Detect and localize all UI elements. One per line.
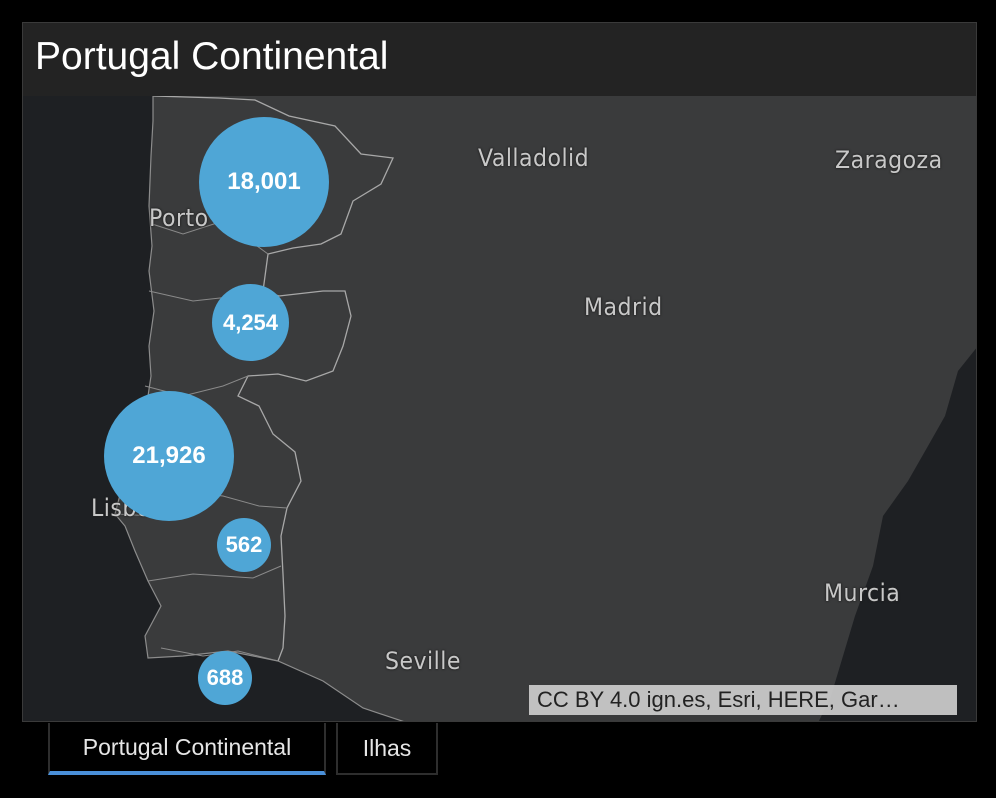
city-label-porto: Porto — [149, 204, 209, 232]
tab-label: Portugal Continental — [82, 733, 292, 760]
city-label-seville: Seville — [385, 647, 461, 675]
city-label-madrid: Madrid — [584, 293, 663, 321]
district-lines — [114, 220, 288, 662]
tab-ilhas[interactable]: Ilhas — [336, 723, 438, 775]
cluster-marker[interactable]: 4,254 — [212, 284, 289, 361]
cluster-marker[interactable]: 688 — [198, 651, 252, 705]
city-label-valladolid: Valladolid — [478, 144, 590, 172]
cluster-marker[interactable]: 562 — [217, 518, 271, 572]
tab-label: Ilhas — [362, 734, 412, 761]
city-label-murcia: Murcia — [824, 579, 901, 607]
portugal-border — [152, 96, 394, 662]
map-attribution[interactable]: CC BY 4.0 ign.es, Esri, HERE, Gar… — [529, 685, 957, 715]
city-label-zaragoza: Zaragoza — [835, 146, 943, 174]
cluster-marker[interactable]: 21,926 — [104, 391, 234, 521]
map-panel: Portugal Continental Valladolid Zaragoza… — [22, 22, 977, 722]
panel-title: Portugal Continental — [35, 35, 389, 78]
basemap — [114, 96, 976, 721]
map-view[interactable]: Valladolid Zaragoza Porto Madrid Lisbon … — [23, 96, 976, 721]
cluster-marker[interactable]: 18,001 — [199, 117, 329, 247]
tab-portugal-continental[interactable]: Portugal Continental — [48, 723, 326, 775]
iberia-land — [115, 96, 976, 721]
